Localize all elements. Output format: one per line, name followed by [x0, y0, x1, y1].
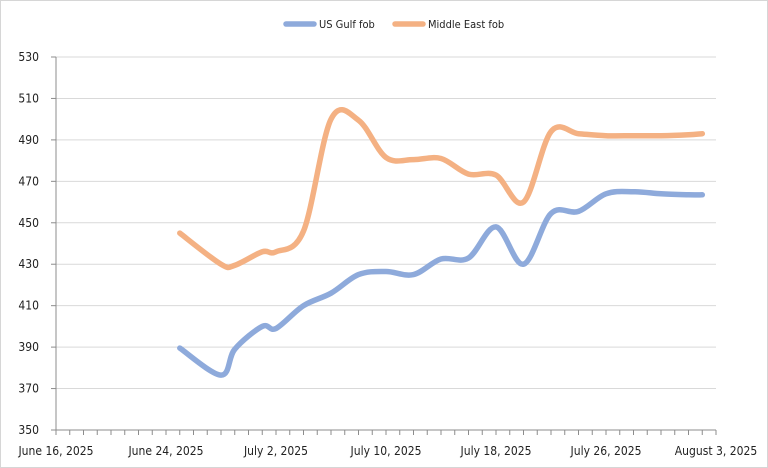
- x-tick-label: July 18, 2025: [460, 444, 532, 458]
- x-tick-label: June 24, 2025: [128, 444, 204, 458]
- gridlines: [56, 56, 716, 390]
- legend-item-us-gulf-fob: US Gulf fob: [283, 18, 375, 31]
- x-tick-label: July 10, 2025: [350, 444, 422, 458]
- y-tick-label: 370: [18, 382, 39, 396]
- y-tick-label: 350: [18, 423, 39, 437]
- series-lines: [177, 106, 706, 378]
- legend-label: US Gulf fob: [319, 18, 375, 31]
- y-tick-label: 470: [18, 174, 39, 188]
- y-tick-label: 450: [18, 216, 39, 230]
- y-tick-label: 410: [18, 299, 39, 313]
- y-tick-label: 430: [18, 257, 39, 271]
- x-tick-label: June 16, 2025: [18, 444, 94, 458]
- y-tick-label: 390: [18, 340, 39, 354]
- x-tick-label: July 26, 2025: [570, 444, 642, 458]
- series-line-middle-east-fob: [177, 106, 706, 271]
- legend: US Gulf fob Middle East fob: [283, 18, 504, 31]
- legend-item-middle-east-fob: Middle East fob: [392, 18, 504, 31]
- legend-label: Middle East fob: [428, 18, 504, 31]
- x-tick-label: August 3, 2025: [675, 444, 757, 458]
- y-tick-label: 530: [18, 50, 39, 64]
- axes: 350 370 390 410 430 450 470 490 510 530 June 16, 2…: [18, 50, 758, 458]
- x-tick-label: July 2, 2025: [243, 444, 308, 458]
- y-tick-label: 490: [18, 133, 39, 147]
- y-tick-label: 510: [18, 91, 39, 105]
